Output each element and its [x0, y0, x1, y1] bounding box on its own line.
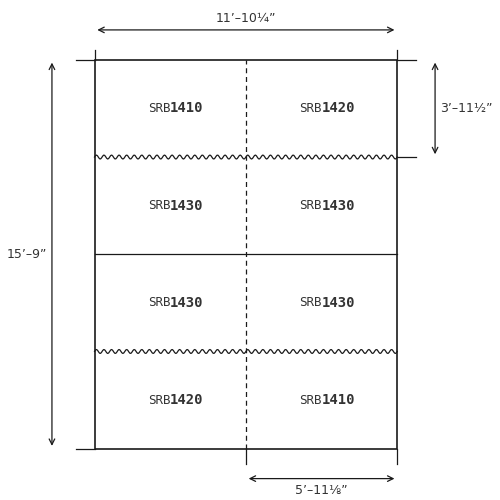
- Text: 1430: 1430: [322, 198, 355, 212]
- Text: 5’–11⅛”: 5’–11⅛”: [295, 484, 348, 496]
- Text: SRB: SRB: [148, 199, 170, 212]
- Text: SRB: SRB: [148, 102, 170, 115]
- Text: SRB: SRB: [148, 394, 170, 406]
- Text: 1410: 1410: [170, 102, 203, 116]
- Text: 1430: 1430: [170, 198, 203, 212]
- Text: 1430: 1430: [170, 296, 203, 310]
- Text: 15’–9”: 15’–9”: [7, 248, 47, 261]
- Text: SRB: SRB: [299, 199, 322, 212]
- Text: 1430: 1430: [322, 296, 355, 310]
- Text: SRB: SRB: [299, 296, 322, 310]
- Text: 11’–10¼”: 11’–10¼”: [216, 12, 276, 25]
- Text: 1420: 1420: [170, 393, 203, 407]
- Text: SRB: SRB: [299, 102, 322, 115]
- Text: SRB: SRB: [299, 394, 322, 406]
- Text: 1410: 1410: [322, 393, 355, 407]
- Text: 1420: 1420: [322, 102, 355, 116]
- Text: 3’–11½”: 3’–11½”: [440, 102, 492, 115]
- Text: SRB: SRB: [148, 296, 170, 310]
